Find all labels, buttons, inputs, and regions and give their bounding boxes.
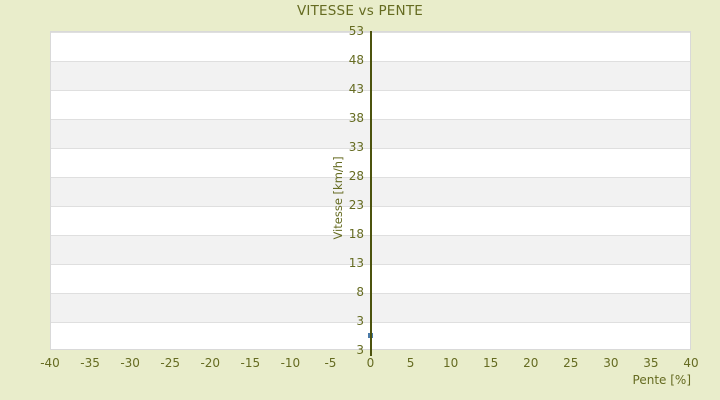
x-tick-label: 5 [406,356,415,370]
y-tick-label: 28 [348,169,364,183]
y-tick-label: 3 [356,314,364,328]
x-tick-label: 20 [523,356,539,370]
x-tick-label: -30 [120,356,140,370]
y-tick-label: 48 [348,53,364,67]
y-tick-label: 3 [356,343,364,357]
x-tick-label: -40 [40,356,60,370]
x-tick-label: -25 [160,356,180,370]
x-axis-label: Pente [%] [632,373,691,387]
x-tick-label: 0 [366,356,375,370]
y-tick-label: 43 [348,82,364,96]
y-tick-label: 23 [348,198,364,212]
y-tick-label: 33 [348,140,364,154]
y-axis-line [370,31,372,356]
x-tick-label: 30 [603,356,619,370]
x-tick-label: -20 [200,356,221,370]
x-tick-label: -5 [324,356,337,370]
y-tick-label: 53 [348,24,364,38]
x-tick-label: -35 [80,356,100,370]
x-tick-label: 25 [563,356,579,370]
y-tick-label: 38 [348,111,364,125]
x-tick-label: 35 [643,356,659,370]
x-tick-label: -10 [280,356,301,370]
x-tick-label: 15 [483,356,499,370]
y-tick-label: 13 [348,256,364,270]
x-tick-label: -15 [240,356,261,370]
x-tick-label: 10 [442,356,459,370]
y-tick-label: 18 [348,227,364,241]
x-tick-label: 40 [683,356,699,370]
chart-title: VITESSE vs PENTE [296,3,423,19]
y-tick-label: 8 [356,285,364,299]
